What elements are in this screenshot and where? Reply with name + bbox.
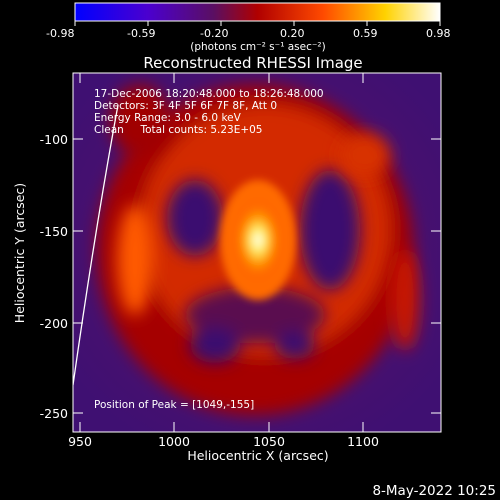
y-tick-label: -250	[40, 406, 68, 421]
x-tick-label: 1050	[253, 434, 285, 449]
y-axis-label: Heliocentric Y (arcsec)	[12, 183, 27, 323]
colorbar-tick-label: -0.98	[46, 27, 74, 40]
info-line-detectors: Detectors: 3F 4F 5F 6F 7F 8F, Att 0	[94, 100, 277, 112]
x-axis-label: Heliocentric X (arcsec)	[187, 448, 328, 463]
colorbar-gradient	[74, 2, 441, 22]
info-overlay: 17-Dec-2006 18:20:48.000 to 18:26:48.000…	[94, 88, 324, 136]
info-line-time: 17-Dec-2006 18:20:48.000 to 18:26:48.000	[94, 88, 324, 100]
colorbar-ticks	[74, 21, 441, 26]
colorbar-units: (photons cm⁻² s⁻¹ asec⁻²)	[190, 41, 325, 53]
image-title: Reconstructed RHESSI Image	[143, 54, 362, 72]
y-tick-label: -100	[40, 132, 68, 147]
colorbar-tick-label: 0.20	[280, 27, 305, 40]
y-tick-label: -200	[40, 316, 68, 331]
footer-date: 8-May-2022 10:25	[372, 483, 496, 499]
rhessi-image	[73, 73, 441, 432]
x-tick-marks	[79, 73, 364, 432]
colorbar-tick-label: -0.59	[127, 27, 155, 40]
colorbar-tick-label: -0.20	[200, 27, 228, 40]
peak-position-label: Position of Peak = [1049,-155]	[94, 399, 254, 411]
info-line-counts: Clean Total counts: 5.23E+05	[94, 124, 263, 136]
x-tick-label: 950	[68, 434, 92, 449]
colorbar-tick-label: 0.59	[353, 27, 378, 40]
y-tick-marks	[73, 138, 441, 414]
x-tick-label: 1000	[158, 434, 190, 449]
info-line-energy: Energy Range: 3.0 - 6.0 keV	[94, 112, 242, 124]
plot-frame	[72, 72, 442, 433]
solar-limb-line	[73, 104, 119, 386]
x-tick-label: 1100	[347, 434, 379, 449]
colorbar: -0.98 -0.59 -0.20 0.20 0.59 0.98 (photon…	[46, 2, 451, 53]
y-tick-label: -150	[40, 224, 68, 239]
colorbar-tick-label: 0.98	[426, 27, 451, 40]
